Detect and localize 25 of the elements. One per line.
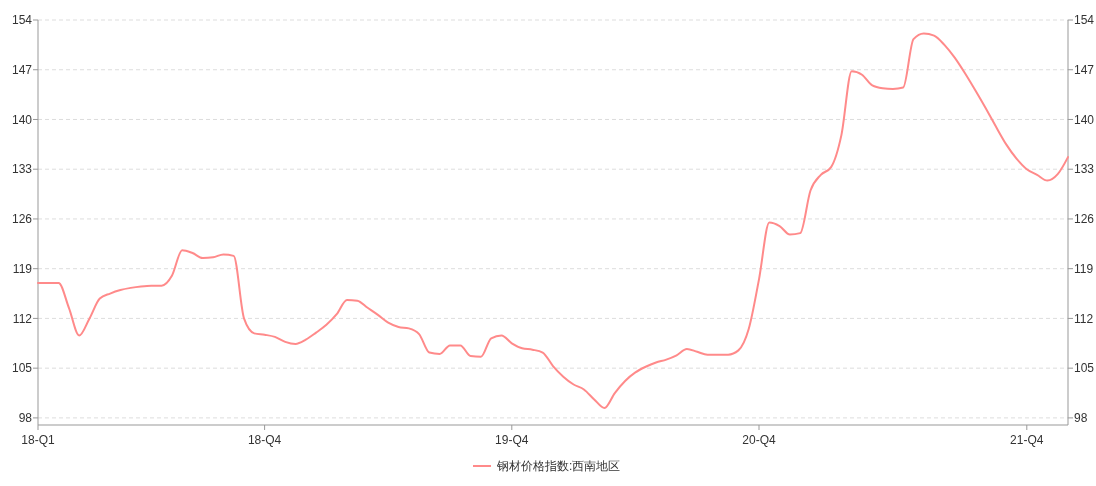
y2-tick-label: 119 <box>1074 261 1094 276</box>
x-tick-label: 21-Q4 <box>1010 433 1044 447</box>
y-tick-label: 154 <box>11 13 33 28</box>
line-series <box>37 32 1069 409</box>
y-tick-label: 140 <box>11 112 33 127</box>
x-tick-label: 18-Q1 <box>21 433 55 447</box>
y-tick-label: 98 <box>18 411 33 426</box>
y-tick-label: 147 <box>11 62 33 77</box>
y2-tick-label: 112 <box>1074 311 1094 326</box>
x-tick-label: 20-Q4 <box>742 433 776 447</box>
x-tick-label: 19-Q4 <box>495 433 529 447</box>
y-tick-label: 105 <box>11 361 33 376</box>
y2-tick-label: 154 <box>1074 13 1095 28</box>
y2-tick-label: 105 <box>1074 361 1095 376</box>
y-tick-label: 133 <box>11 162 33 177</box>
y-tick-label: 126 <box>11 212 33 227</box>
y2-tick-label: 126 <box>1074 212 1095 227</box>
y2-tick-label: 140 <box>1074 112 1095 127</box>
x-tick-label: 18-Q4 <box>247 433 282 447</box>
legend-label: 钢材价格指数:西南地区 <box>496 459 621 474</box>
y-tick-label: 112 <box>12 311 33 326</box>
y2-tick-label: 147 <box>1074 62 1095 77</box>
y2-tick-label: 133 <box>1074 162 1095 177</box>
y-tick-label: 119 <box>12 261 33 276</box>
y2-tick-label: 98 <box>1074 411 1088 426</box>
